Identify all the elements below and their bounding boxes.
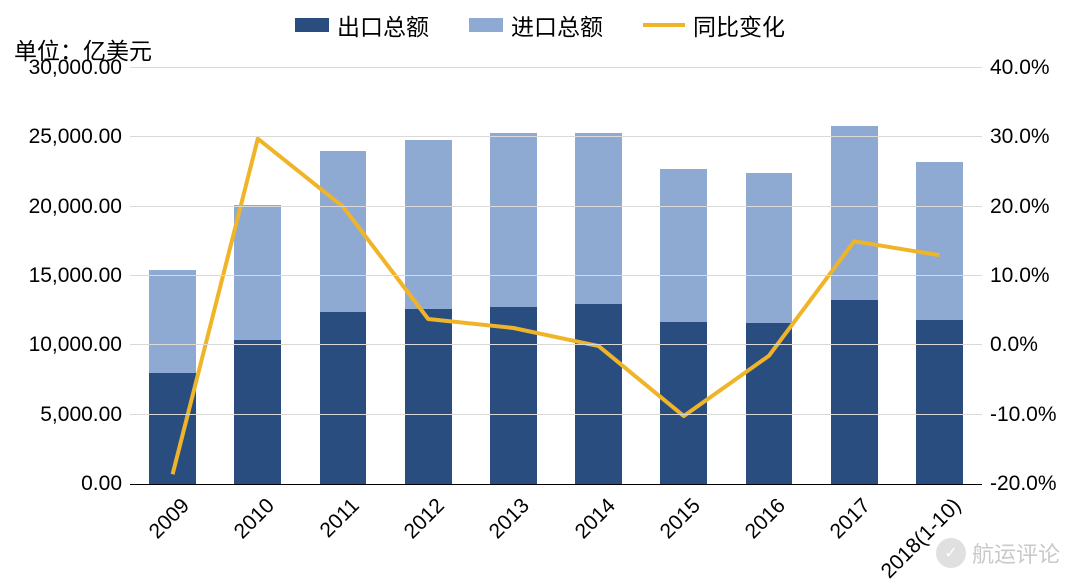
y-left-tick-label: 10,000.00 [29, 333, 122, 357]
y-left-tick-label: 0.00 [81, 472, 122, 496]
y-left-tick-label: 30,000.00 [29, 56, 122, 80]
chart-container: 出口总额 进口总额 同比变化 单位：亿美元 0.00-20.0%5,000.00… [0, 0, 1080, 585]
legend-label-yoy: 同比变化 [693, 8, 785, 42]
y-right-tick-label: 20.0% [990, 195, 1050, 219]
gridline [130, 344, 982, 345]
x-tick-label: 2013 [485, 494, 535, 544]
gridline [130, 136, 982, 137]
x-tick-label: 2014 [570, 494, 620, 544]
line-layer [130, 68, 982, 484]
y-left-tick-label: 5,000.00 [40, 403, 122, 427]
y-left-tick-label: 25,000.00 [29, 125, 122, 149]
y-left-tick-label: 20,000.00 [29, 195, 122, 219]
legend-label-import: 进口总额 [511, 8, 603, 42]
gridline [130, 67, 982, 68]
legend-swatch-export [295, 18, 329, 32]
legend-item-export: 出口总额 [295, 8, 429, 42]
legend-line-yoy [643, 23, 685, 27]
legend-swatch-import [469, 18, 503, 32]
x-tick-label: 2012 [400, 494, 450, 544]
gridline [130, 206, 982, 207]
x-tick-label: 2015 [655, 494, 705, 544]
x-tick-label: 2017 [826, 494, 876, 544]
watermark-text: 航运评论 [972, 537, 1060, 569]
gridline [130, 275, 982, 276]
x-tick-label: 2016 [741, 494, 791, 544]
legend-item-import: 进口总额 [469, 8, 603, 42]
y-right-tick-label: 10.0% [990, 264, 1050, 288]
legend: 出口总额 进口总额 同比变化 [0, 8, 1080, 42]
x-tick-label: 2010 [229, 494, 279, 544]
watermark-icon: ✓ [936, 538, 966, 568]
y-left-tick-label: 15,000.00 [29, 264, 122, 288]
y-right-tick-label: 30.0% [990, 125, 1050, 149]
y-right-tick-label: -20.0% [990, 472, 1057, 496]
legend-label-export: 出口总额 [337, 8, 429, 42]
x-tick-label: 2009 [144, 494, 194, 544]
y-right-tick-label: -10.0% [990, 403, 1057, 427]
gridline [130, 414, 982, 415]
legend-item-yoy: 同比变化 [643, 8, 785, 42]
plot-area: 0.00-20.0%5,000.00-10.0%10,000.000.0%15,… [130, 68, 982, 485]
x-tick-label: 2011 [316, 494, 365, 543]
y-right-tick-label: 40.0% [990, 56, 1050, 80]
watermark: ✓ 航运评论 [936, 537, 1060, 569]
yoy-line [173, 139, 940, 475]
y-right-tick-label: 0.0% [990, 333, 1038, 357]
